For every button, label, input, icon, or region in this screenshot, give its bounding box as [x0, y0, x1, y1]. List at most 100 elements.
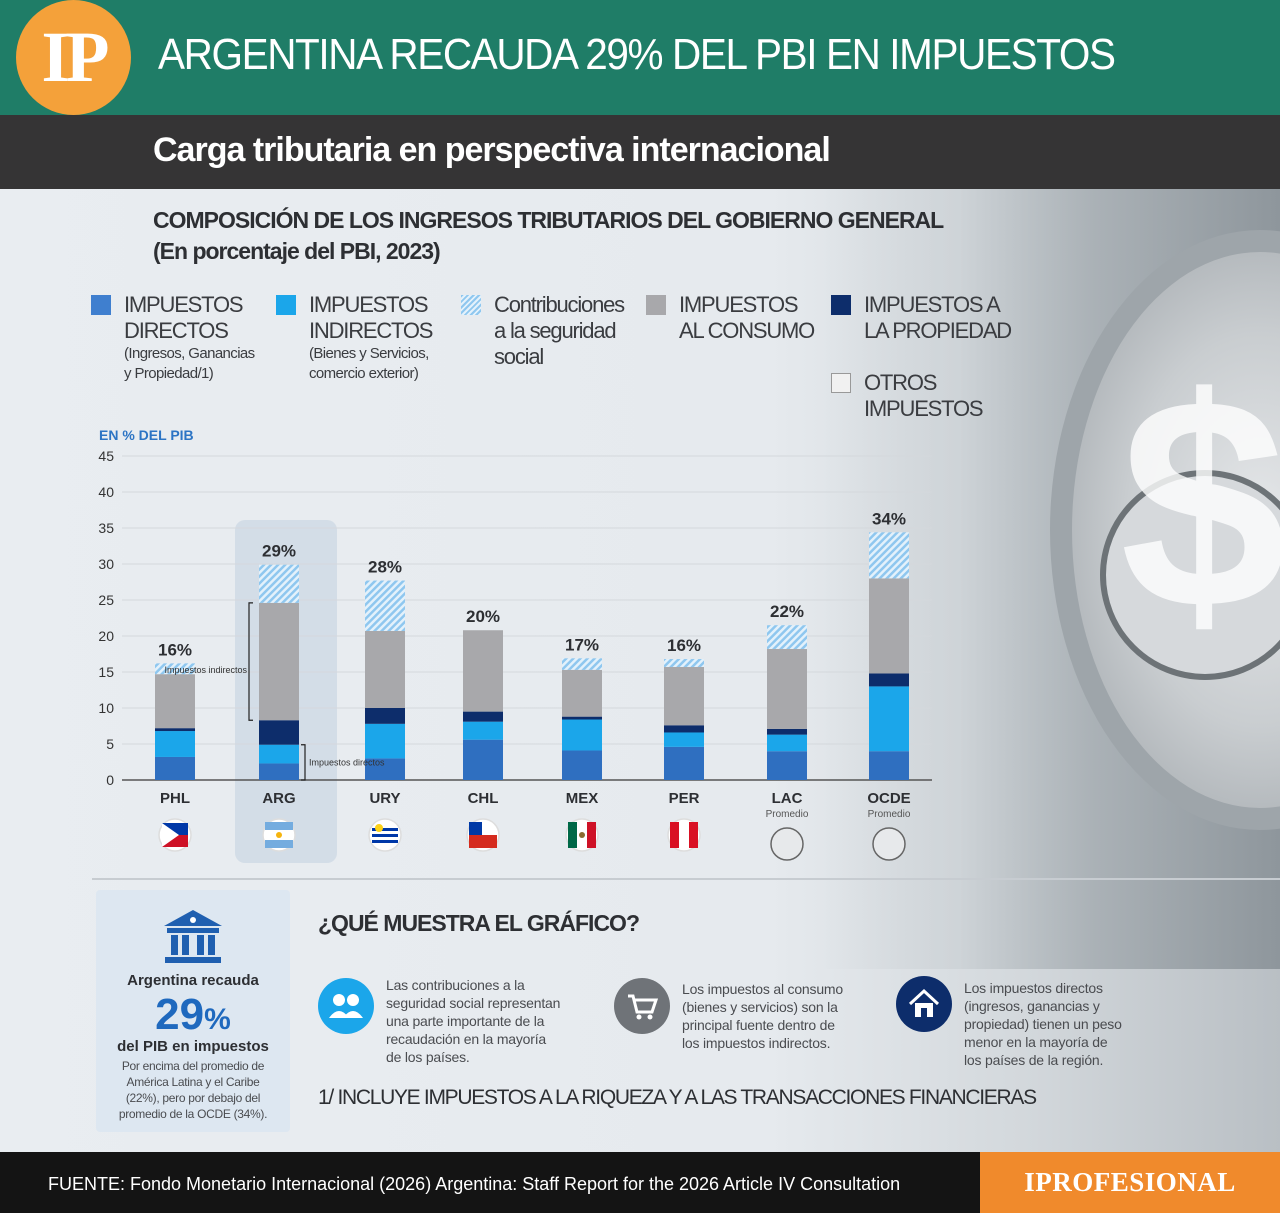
bar-segment: [664, 659, 704, 667]
bar-segment: [155, 674, 195, 729]
insight-line: una parte importante de la: [386, 1013, 545, 1029]
bank-icon: [164, 910, 222, 963]
bar-segment: [155, 728, 195, 732]
legend-item-directos: IMPUESTOS DIRECTOS (Ingresos, Ganancias …: [91, 292, 255, 384]
bar-segment: [365, 723, 405, 759]
insight-line: propiedad) tienen un peso: [964, 1016, 1122, 1032]
legend-detail: (Bienes y Servicios,: [309, 345, 429, 362]
legend-item-consumo: IMPUESTOS AL CONSUMO: [646, 292, 815, 344]
bar-segment: [767, 648, 807, 729]
bar-segment: [365, 580, 405, 631]
bar-segment: [562, 719, 602, 751]
chart-title-line1: COMPOSICIÓN DE LOS INGRESOS TRIBUTARIOS …: [153, 207, 944, 233]
total-label: 20%: [466, 607, 500, 626]
bar-segment: [463, 739, 503, 780]
x-tick-label: ARG: [262, 790, 295, 807]
bar-segment: [869, 578, 909, 674]
bar-segment: [767, 728, 807, 735]
bar-segment: [463, 630, 503, 712]
ip-logo[interactable]: IP: [16, 0, 131, 115]
chart-title: COMPOSICIÓN DE LOS INGRESOS TRIBUTARIOS …: [153, 205, 944, 267]
header-bar: [0, 0, 1280, 115]
bar-segment: [664, 725, 704, 733]
insight-line: los países de la región.: [964, 1052, 1104, 1068]
bar-segment: [562, 669, 602, 717]
bar-segment: [562, 658, 602, 670]
y-tick-label: 15: [98, 664, 114, 680]
insight-line: menor en la mayoría de: [964, 1034, 1108, 1050]
legend-detail: y Propiedad/1): [124, 365, 214, 382]
legend-label: Contribuciones: [494, 292, 625, 317]
y-tick-label: 35: [98, 520, 114, 536]
source-text: FUENTE: Fondo Monetario Internacional (2…: [48, 1174, 901, 1194]
legend-swatch: [276, 295, 296, 315]
x-tick-label: URY: [369, 790, 400, 807]
flags: [158, 818, 906, 861]
subheader-bar: [0, 115, 1280, 189]
x-tick-label: PER: [669, 790, 700, 807]
bar-segment: [869, 751, 909, 780]
x-tick-label: OCDE: [867, 790, 910, 807]
flag-part: [579, 832, 585, 838]
bar-segment: [664, 732, 704, 747]
x-tick-label: CHL: [468, 790, 499, 807]
total-label: 16%: [667, 636, 701, 655]
bar-segment: [259, 602, 299, 721]
house-icon: [896, 976, 952, 1032]
bar-segment: [767, 734, 807, 752]
bar-segment: [259, 564, 299, 603]
bar-segment: [664, 666, 704, 726]
y-tick-label: 5: [106, 736, 114, 752]
legend-label: IMPUESTOS: [679, 292, 799, 317]
logo-text: IP: [41, 17, 110, 97]
legend-label: IMPUESTOS: [124, 292, 244, 317]
annotation-direct: Impuestos directos: [309, 757, 385, 767]
insight-line: de los países.: [386, 1049, 470, 1065]
bar-segment: [365, 758, 405, 780]
y-tick-label: 40: [98, 484, 114, 500]
x-tick-label: LAC: [772, 790, 803, 807]
bar-segment: [155, 731, 195, 757]
bar-segment: [562, 750, 602, 780]
legend-item-otros: OTROS IMPUESTOS: [831, 370, 984, 422]
insight-text-3: Los impuestos directos (ingresos, gananc…: [964, 979, 1122, 1069]
total-label: 16%: [158, 640, 192, 659]
legend-label: LA PROPIEDAD: [864, 318, 1012, 343]
total-label: 28%: [368, 558, 402, 577]
card-note-line: Por encima del promedio de: [121, 1059, 265, 1073]
legend-detail: comercio exterior): [309, 365, 419, 382]
bar-segment: [155, 663, 195, 675]
y-axis-label: EN % DEL PIB: [99, 427, 194, 443]
bar-segment: [767, 751, 807, 780]
x-tick-label: MEX: [566, 790, 599, 807]
insight-line: Los impuestos al consumo: [682, 981, 843, 997]
y-tick-label: 20: [98, 628, 114, 644]
legend-item-propiedad: IMPUESTOS A LA PROPIEDAD: [831, 292, 1012, 344]
y-tick-label: 45: [98, 448, 114, 464]
page-subtitle: Carga tributaria en perspectiva internac…: [153, 131, 831, 169]
x-sub-label: Promedio: [868, 809, 911, 820]
card-value-number: 29: [155, 990, 205, 1039]
footnote: 1/ INCLUYE IMPUESTOS A LA RIQUEZA Y A LA…: [318, 1086, 1037, 1109]
chart-title-line2: (En porcentaje del PBI, 2023): [153, 238, 441, 264]
people-icon: [318, 978, 374, 1034]
brand-text: IPROFESIONAL: [1024, 1167, 1236, 1197]
flag-part: [568, 822, 577, 848]
cart-icon: [614, 978, 670, 1034]
flag-part: [670, 822, 679, 848]
y-tick-label: 10: [98, 700, 114, 716]
legend-swatch: [831, 373, 851, 393]
brand-logo[interactable]: IPROFESIONAL: [980, 1152, 1280, 1213]
bar-segment: [365, 630, 405, 708]
insight-text-2: Los impuestos al consumo (bienes y servi…: [682, 980, 843, 1052]
legend-item-seguridad-social: Contribuciones a la seguridad social: [461, 292, 625, 370]
flag-part: [265, 822, 293, 830]
bar-segment: [259, 763, 299, 780]
page-title: ARGENTINA RECAUDA 29% DEL PBI EN IMPUEST…: [158, 30, 1116, 79]
bar-segment: [869, 686, 909, 752]
flag-part: [372, 840, 398, 843]
legend-label: AL CONSUMO: [679, 318, 815, 343]
y-tick-label: 30: [98, 556, 114, 572]
insight-line: principal fuente dentro de: [682, 1017, 835, 1033]
bar-segment: [869, 673, 909, 687]
